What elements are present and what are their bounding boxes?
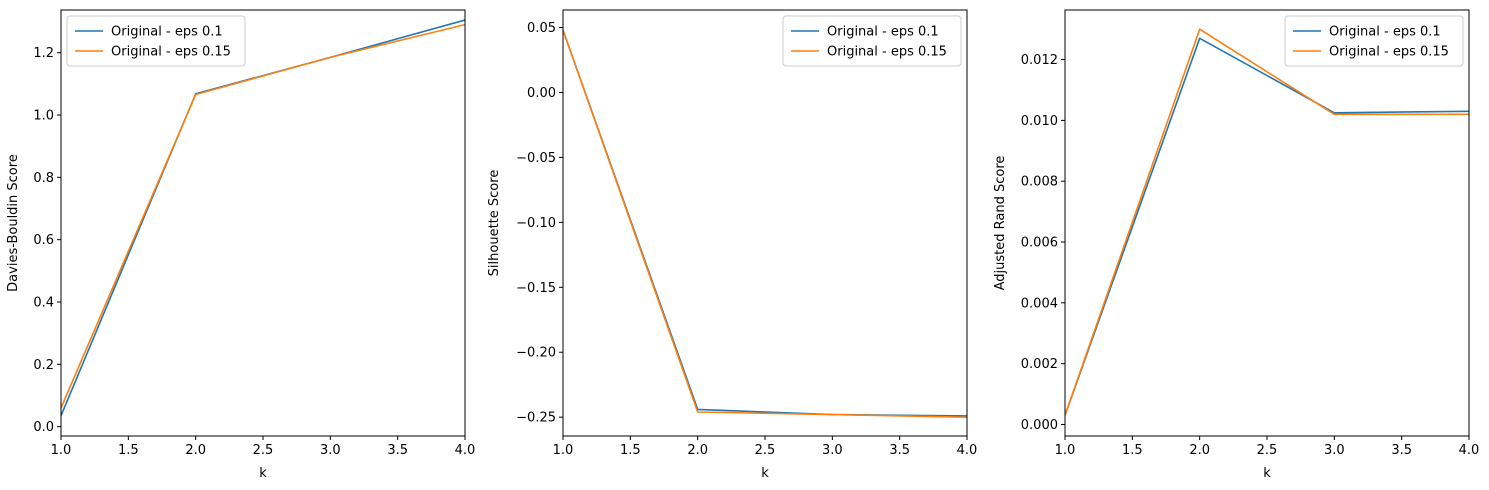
y-tick-label: −0.20: [516, 346, 556, 361]
y-tick-label: 0.00: [527, 86, 556, 101]
x-tick-label: 3.5: [387, 443, 408, 458]
subplot-1: 1.0 1.5 2.0 2.5 3.0 3.5 4.0 0.0 0.2 0.4 0.6 0.8 1.0 1…: [6, 9, 476, 481]
legend-label: Original - eps 0.15: [1329, 45, 1449, 60]
y-tick-label: 0.010: [1021, 114, 1058, 129]
plot-frame: [562, 9, 968, 437]
y-tick-label: 0.008: [1021, 175, 1058, 190]
legend-box: [66, 15, 246, 67]
legend-label: Original - eps 0.15: [111, 45, 231, 60]
y-tick-label: 0.6: [33, 233, 54, 248]
x-tick-label: 3.0: [822, 443, 843, 458]
x-tick-label: 2.0: [185, 443, 206, 458]
series-line-2: [61, 23, 465, 409]
y-tick-label: −0.05: [516, 151, 556, 166]
y-tick-label: 0.002: [1021, 357, 1058, 372]
y-tick-label: 1.0: [33, 109, 54, 124]
y-tick-label: 0.05: [527, 21, 556, 36]
x-tick-label: 2.0: [687, 443, 708, 458]
y-tick-label: −0.15: [516, 281, 556, 296]
legend-box: [1284, 15, 1464, 67]
legend: Original - eps 0.1 Original - eps 0.15: [66, 15, 246, 67]
x-axis-label: k: [761, 466, 769, 481]
x-tick-label: 3.5: [1391, 443, 1412, 458]
x-tick-label: 3.0: [1324, 443, 1345, 458]
legend-label: Original - eps 0.1: [1329, 25, 1441, 40]
legend-box: [782, 15, 962, 67]
x-tick-label: 1.0: [553, 443, 574, 458]
y-tick-label: 0.0: [33, 420, 54, 435]
plot-frame: [1064, 9, 1470, 437]
legend-label: Original - eps 0.1: [827, 25, 939, 40]
series-line-1: [563, 29, 967, 417]
series-line-1: [61, 19, 465, 417]
y-axis-label: Silhouette Score: [487, 170, 502, 277]
x-tick-label: 1.5: [118, 443, 139, 458]
x-axis-label: k: [1263, 466, 1271, 481]
series-line-2: [1065, 28, 1469, 416]
y-tick-label: 0.000: [1021, 418, 1058, 433]
x-tick-label: 1.5: [620, 443, 641, 458]
y-tick-label: 0.2: [33, 358, 54, 373]
x-tick-label: 2.5: [755, 443, 776, 458]
y-tick-label: 0.006: [1021, 236, 1058, 251]
y-tick-label: 0.4: [33, 295, 54, 310]
legend-label: Original - eps 0.15: [827, 45, 947, 60]
series-line-1: [1065, 37, 1469, 416]
series-line-2: [563, 29, 967, 418]
x-axis-label: k: [259, 466, 267, 481]
y-tick-label: −0.10: [516, 216, 556, 231]
y-tick-label: 0.004: [1021, 296, 1058, 311]
x-tick-label: 1.0: [1055, 443, 1076, 458]
y-axis-label: Davies-Bouldin Score: [6, 154, 21, 292]
x-tick-label: 3.5: [889, 443, 910, 458]
legend: Original - eps 0.1 Original - eps 0.15: [782, 15, 962, 67]
y-axis-label: Adjusted Rand Score: [993, 156, 1008, 291]
plot-frame: [60, 9, 466, 437]
y-tick-label: 0.012: [1021, 53, 1058, 68]
x-tick-label: 2.0: [1189, 443, 1210, 458]
y-tick-label: 1.2: [33, 46, 54, 61]
x-tick-label: 1.5: [1122, 443, 1143, 458]
subplot-2: 1.0 1.5 2.0 2.5 3.0 3.5 4.0 0.05 0.00 −0.05 −0.10 −…: [487, 9, 978, 481]
x-tick-label: 1.0: [51, 443, 72, 458]
subplot-3: 1.0 1.5 2.0 2.5 3.0 3.5 4.0 0.000 0.002 0.004 0.00…: [993, 9, 1480, 481]
x-tick-label: 2.5: [253, 443, 274, 458]
y-tick-label: 0.8: [33, 171, 54, 186]
x-tick-label: 4.0: [1459, 443, 1480, 458]
x-tick-label: 4.0: [957, 443, 978, 458]
legend: Original - eps 0.1 Original - eps 0.15: [1284, 15, 1464, 67]
x-tick-label: 4.0: [455, 443, 476, 458]
legend-label: Original - eps 0.1: [111, 25, 223, 40]
y-tick-label: −0.25: [516, 411, 556, 426]
x-tick-label: 3.0: [320, 443, 341, 458]
x-tick-label: 2.5: [1257, 443, 1278, 458]
